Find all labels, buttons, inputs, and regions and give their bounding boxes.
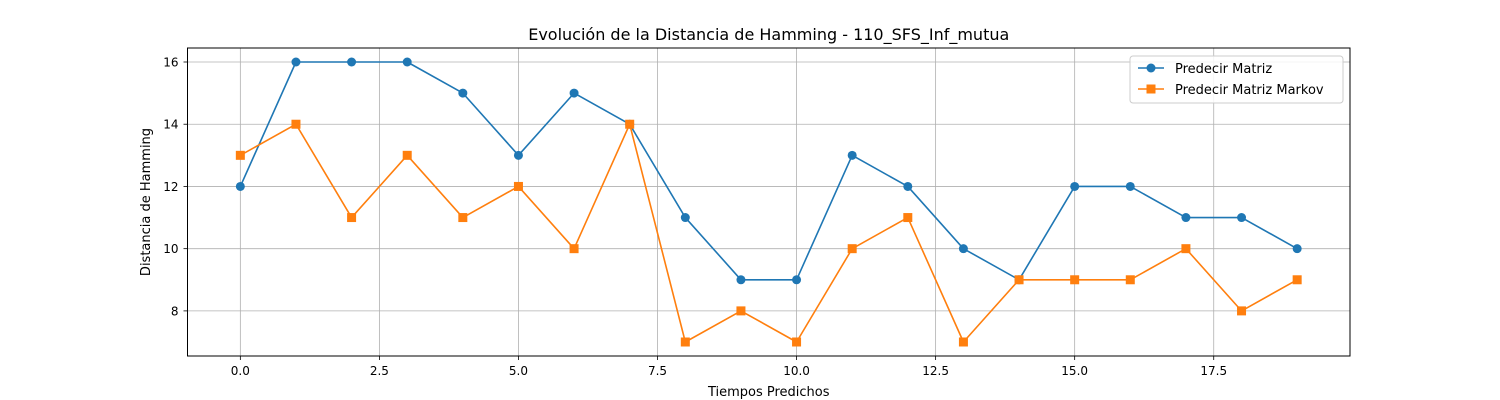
data-point-predecir-matriz-markov	[291, 119, 301, 129]
legend-box	[1129, 55, 1344, 104]
plot-area-frame	[187, 47, 1351, 357]
x-tick-label: 0.0	[231, 364, 250, 378]
data-point-predecir-matriz-markov	[402, 150, 412, 160]
data-point-predecir-matriz	[513, 150, 523, 160]
data-point-predecir-matriz-markov	[1125, 275, 1135, 285]
data-point-predecir-matriz-markov	[1181, 244, 1191, 254]
x-tick-label: 10.0	[783, 364, 810, 378]
y-tick-label: 14	[163, 118, 178, 132]
data-point-predecir-matriz-markov	[569, 244, 579, 254]
data-point-predecir-matriz-markov	[1014, 275, 1024, 285]
x-axis-label: Tiempos Predichos	[707, 385, 830, 400]
y-tick-label: 8	[171, 304, 179, 318]
data-point-predecir-matriz-markov	[1292, 275, 1302, 285]
x-tick-label: 17.5	[1200, 364, 1227, 378]
y-tick-label: 12	[163, 180, 178, 194]
series-line-predecir-matriz	[239, 61, 1298, 281]
data-point-predecir-matriz	[792, 275, 802, 285]
y-tick-label: 16	[163, 56, 178, 70]
data-point-predecir-matriz	[847, 150, 857, 160]
data-point-predecir-matriz	[291, 57, 301, 67]
data-point-predecir-matriz	[402, 57, 412, 67]
data-point-predecir-matriz	[347, 57, 357, 67]
data-point-predecir-matriz-markov	[458, 213, 468, 223]
data-point-predecir-matriz-markov	[235, 150, 245, 160]
axis-ticks: 0.0 2.5 5.0 7.5 10.0 12.5 15.0 17.5 8 10 12 14 16	[163, 56, 1227, 379]
data-point-predecir-matriz	[680, 213, 690, 223]
chart-legend: Predecir Matriz Predecir Matriz Markov	[1129, 55, 1344, 104]
data-point-predecir-matriz	[1181, 213, 1191, 223]
data-point-predecir-matriz	[1237, 213, 1247, 223]
data-point-predecir-matriz	[1292, 244, 1302, 254]
legend-marker-predecir-matriz-markov	[1146, 84, 1156, 94]
data-point-predecir-matriz-markov	[736, 306, 746, 316]
data-point-predecir-matriz	[736, 275, 746, 285]
x-tick-label: 5.0	[509, 364, 528, 378]
data-point-predecir-matriz	[569, 88, 579, 98]
data-point-predecir-matriz	[1125, 181, 1135, 191]
data-point-predecir-matriz-markov	[903, 213, 913, 223]
data-point-predecir-matriz-markov	[513, 181, 523, 191]
data-point-predecir-matriz-markov	[847, 244, 857, 254]
data-point-predecir-matriz	[458, 88, 468, 98]
y-axis-label: Distancia de Hamming	[139, 128, 154, 276]
data-point-predecir-matriz-markov	[1237, 306, 1247, 316]
data-point-predecir-matriz-markov	[347, 213, 357, 223]
data-point-predecir-matriz	[903, 181, 913, 191]
data-point-predecir-matriz-markov	[680, 337, 690, 347]
x-tick-label: 12.5	[922, 364, 949, 378]
y-tick-label: 10	[163, 242, 178, 256]
data-point-predecir-matriz	[235, 181, 245, 191]
data-point-predecir-matriz-markov	[1070, 275, 1080, 285]
series-predecir-matriz	[235, 57, 1302, 285]
data-point-predecir-matriz-markov	[958, 337, 968, 347]
data-point-predecir-matriz-markov	[625, 119, 635, 129]
legend-label-predecir-matriz: Predecir Matriz	[1175, 62, 1272, 77]
series-predecir-matriz-markov	[235, 119, 1302, 347]
chart-title: Evolución de la Distancia de Hamming - 1…	[528, 25, 1009, 45]
data-point-predecir-matriz-markov	[792, 337, 802, 347]
x-tick-label: 7.5	[648, 364, 667, 378]
x-tick-label: 15.0	[1061, 364, 1088, 378]
series-line-predecir-matriz-markov	[239, 123, 1298, 343]
legend-label-predecir-matriz-markov: Predecir Matriz Markov	[1175, 83, 1324, 98]
data-series	[235, 57, 1302, 347]
data-point-predecir-matriz	[1070, 181, 1080, 191]
x-tick-label: 2.5	[370, 364, 389, 378]
legend-marker-predecir-matriz	[1146, 63, 1156, 73]
data-point-predecir-matriz	[958, 244, 968, 254]
